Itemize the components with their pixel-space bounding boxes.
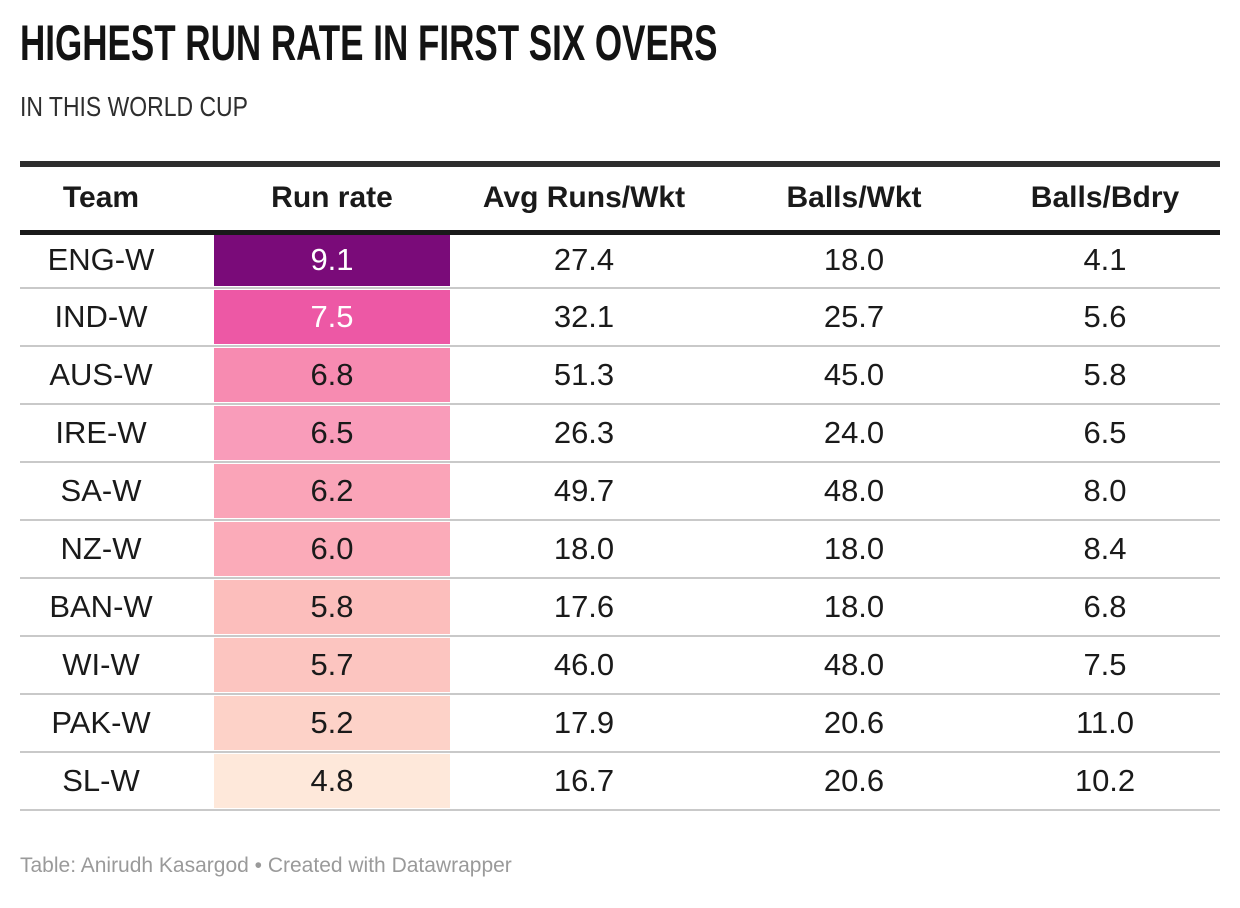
avg-runs-wkt-cell: 18.0 <box>450 522 718 576</box>
balls-bdry-cell: 7.5 <box>990 638 1220 692</box>
balls-bdry-cell: 5.6 <box>990 290 1220 344</box>
table-row-aus-w: AUS-W 6.8 51.3 45.0 5.8 <box>20 348 1220 402</box>
table-row-pak-w: PAK-W 5.2 17.9 20.6 11.0 <box>20 696 1220 750</box>
balls-wkt-cell: 45.0 <box>718 348 990 402</box>
team-cell: SA-W <box>20 464 214 518</box>
balls-bdry-cell: 6.5 <box>990 406 1220 460</box>
balls-wkt-cell: 48.0 <box>718 638 990 692</box>
run-rate-cell: 6.2 <box>214 464 450 518</box>
column-header-avg-runs-wkt: Avg Runs/Wkt <box>482 181 686 215</box>
avg-runs-wkt-cell: 26.3 <box>450 406 718 460</box>
balls-bdry-cell: 10.2 <box>990 754 1220 808</box>
team-cell: ENG-W <box>20 232 214 286</box>
run-rate-cell: 9.1 <box>214 232 450 286</box>
table-row-nz-w: NZ-W 6.0 18.0 18.0 8.4 <box>20 522 1220 576</box>
balls-bdry-cell: 11.0 <box>990 696 1220 750</box>
balls-wkt-cell: 18.0 <box>718 232 990 286</box>
balls-wkt-cell: 18.0 <box>718 580 990 634</box>
avg-runs-wkt-cell: 17.6 <box>450 580 718 634</box>
table-row-sl-w: SL-W 4.8 16.7 20.6 10.2 <box>20 754 1220 808</box>
avg-runs-wkt-cell: 16.7 <box>450 754 718 808</box>
avg-runs-wkt-cell: 49.7 <box>450 464 718 518</box>
chart-subtitle: IN THIS WORLD CUP <box>20 91 248 122</box>
datawrapper-table-page: HIGHEST RUN RATE IN FIRST SIX OVERS IN T… <box>20 15 1220 877</box>
team-cell: PAK-W <box>20 696 214 750</box>
row-separator <box>20 692 1220 696</box>
table-row-wi-w: WI-W 5.7 46.0 48.0 7.5 <box>20 638 1220 692</box>
balls-bdry-cell: 6.8 <box>990 580 1220 634</box>
run-rate-cell: 6.8 <box>214 348 450 402</box>
column-header-run-rate: Run rate <box>271 181 393 215</box>
team-cell: SL-W <box>20 754 214 808</box>
column-header-team: Team <box>62 181 140 215</box>
balls-wkt-cell: 20.6 <box>718 696 990 750</box>
row-separator <box>20 750 1220 754</box>
balls-wkt-cell: 18.0 <box>718 522 990 576</box>
table-body: ENG-W 9.1 27.4 18.0 4.1 IND-W 7.5 32.1 2… <box>20 232 1220 812</box>
team-cell: BAN-W <box>20 580 214 634</box>
table-row-ind-w: IND-W 7.5 32.1 25.7 5.6 <box>20 290 1220 344</box>
avg-runs-wkt-cell: 27.4 <box>450 232 718 286</box>
team-cell: WI-W <box>20 638 214 692</box>
table-row-ire-w: IRE-W 6.5 26.3 24.0 6.5 <box>20 406 1220 460</box>
table-header: Team Run rate Avg Runs/Wkt Balls/Wkt Bal… <box>20 164 1220 232</box>
column-header-balls-wkt: Balls/Wkt <box>786 181 922 215</box>
table-row-eng-w: ENG-W 9.1 27.4 18.0 4.1 <box>20 232 1220 286</box>
avg-runs-wkt-cell: 32.1 <box>450 290 718 344</box>
row-separator <box>20 808 1220 812</box>
row-separator <box>20 344 1220 348</box>
avg-runs-wkt-cell: 46.0 <box>450 638 718 692</box>
run-rate-cell: 6.5 <box>214 406 450 460</box>
column-header-balls-bdry: Balls/Bdry <box>1030 181 1180 215</box>
run-rate-table: Team Run rate Avg Runs/Wkt Balls/Wkt Bal… <box>20 161 1220 812</box>
avg-runs-wkt-cell: 17.9 <box>450 696 718 750</box>
team-cell: AUS-W <box>20 348 214 402</box>
balls-bdry-cell: 5.8 <box>990 348 1220 402</box>
avg-runs-wkt-cell: 51.3 <box>450 348 718 402</box>
balls-bdry-cell: 4.1 <box>990 232 1220 286</box>
run-rate-cell: 4.8 <box>214 754 450 808</box>
team-cell: IND-W <box>20 290 214 344</box>
chart-title: HIGHEST RUN RATE IN FIRST SIX OVERS <box>20 15 718 71</box>
run-rate-cell: 6.0 <box>214 522 450 576</box>
table-row-ban-w: BAN-W 5.8 17.6 18.0 6.8 <box>20 580 1220 634</box>
balls-wkt-cell: 25.7 <box>718 290 990 344</box>
run-rate-cell: 5.8 <box>214 580 450 634</box>
attribution-text: Table: Anirudh Kasargod • Created with D… <box>20 854 512 877</box>
row-separator <box>20 460 1220 464</box>
balls-bdry-cell: 8.4 <box>990 522 1220 576</box>
team-cell: IRE-W <box>20 406 214 460</box>
balls-wkt-cell: 24.0 <box>718 406 990 460</box>
table-row-sa-w: SA-W 6.2 49.7 48.0 8.0 <box>20 464 1220 518</box>
run-rate-cell: 7.5 <box>214 290 450 344</box>
run-rate-cell: 5.2 <box>214 696 450 750</box>
balls-bdry-cell: 8.0 <box>990 464 1220 518</box>
row-separator <box>20 634 1220 638</box>
row-separator <box>20 402 1220 406</box>
balls-wkt-cell: 48.0 <box>718 464 990 518</box>
row-separator <box>20 286 1220 290</box>
run-rate-cell: 5.7 <box>214 638 450 692</box>
balls-wkt-cell: 20.6 <box>718 754 990 808</box>
table-header-row: Team Run rate Avg Runs/Wkt Balls/Wkt Bal… <box>20 164 1220 232</box>
team-cell: NZ-W <box>20 522 214 576</box>
row-separator <box>20 576 1220 580</box>
row-separator <box>20 518 1220 522</box>
